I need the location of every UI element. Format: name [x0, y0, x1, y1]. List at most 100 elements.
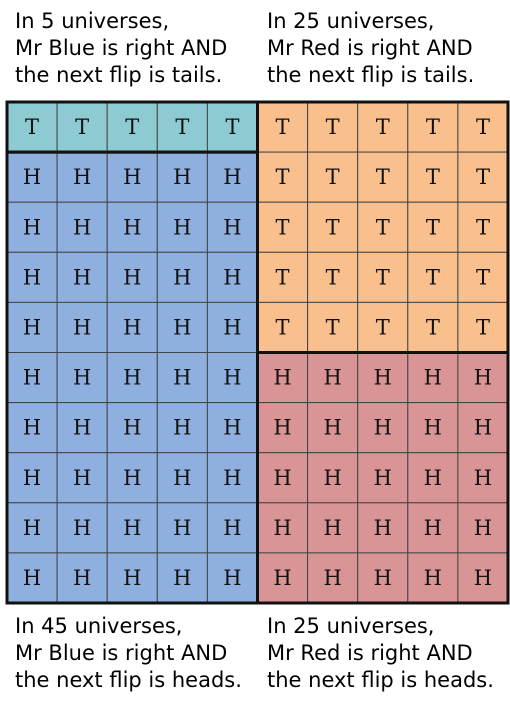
grid-cell	[106, 402, 158, 454]
grid-cell	[56, 251, 108, 303]
grid-cell	[6, 251, 58, 303]
grid-cell	[407, 402, 459, 454]
grid-cell-label: H	[73, 315, 91, 339]
grid-cell-label: T	[476, 265, 490, 289]
caption-line: the next flip is heads.	[267, 668, 494, 692]
grid-cell	[56, 552, 108, 604]
caption-bottom-right: In 25 universes, Mr Red is right AND the…	[267, 613, 510, 694]
grid-cell-label: H	[223, 516, 241, 540]
grid-cell-label: T	[276, 115, 290, 139]
grid-cell	[257, 251, 309, 303]
grid-cell-label: H	[173, 215, 191, 239]
grid-cell	[407, 301, 459, 353]
grid-cell-label: T	[376, 265, 390, 289]
grid-cell	[56, 452, 108, 504]
grid-cell-label: H	[474, 416, 492, 440]
grid-cell-label: T	[276, 215, 290, 239]
grid-cell-label: H	[173, 315, 191, 339]
grid-cell-label: T	[326, 215, 340, 239]
grid-cell	[357, 452, 409, 504]
grid-cell-label: H	[223, 466, 241, 490]
grid-cell-label: H	[223, 566, 241, 590]
caption-line: Mr Blue is right AND	[15, 36, 228, 60]
caption-top-right: In 25 universes, Mr Red is right AND the…	[267, 8, 510, 89]
grid-cell-label: H	[123, 466, 141, 490]
grid-cell-label: H	[273, 416, 291, 440]
red-heads-border	[256, 351, 510, 605]
caption-top-left: In 5 universes, Mr Blue is right AND the…	[15, 8, 265, 89]
grid-cell-label: T	[276, 315, 290, 339]
grid-cell	[357, 251, 409, 303]
grid-cell-label: T	[326, 115, 340, 139]
grid-cell	[307, 151, 359, 203]
grid-cell	[56, 201, 108, 253]
grid-cell-label: H	[73, 416, 91, 440]
grid-cell	[206, 251, 258, 303]
grid-cell-label: T	[326, 165, 340, 189]
grid-cell-label: T	[175, 115, 189, 139]
grid-cell-label: H	[23, 315, 41, 339]
grid-cell	[257, 301, 309, 353]
grid-cell	[407, 251, 459, 303]
grid-cell-label: H	[23, 566, 41, 590]
grid-cell	[257, 502, 309, 554]
region-borders	[5, 100, 510, 605]
grid-cell-label: T	[326, 265, 340, 289]
grid-cell-label: H	[23, 416, 41, 440]
grid-cell	[6, 301, 58, 353]
grid-cell	[156, 151, 208, 203]
grid-cell-label: H	[173, 466, 191, 490]
grid-cell	[206, 402, 258, 454]
grid-cell-label: T	[426, 115, 440, 139]
grid-cell-label: H	[173, 265, 191, 289]
grid-cell-label: H	[73, 466, 91, 490]
grid-cell	[307, 352, 359, 404]
grid-cell-label: H	[474, 516, 492, 540]
grid-cell-label: H	[123, 165, 141, 189]
grid-cell	[156, 301, 208, 353]
grid-cell-label: H	[424, 516, 442, 540]
grid-cell-label: H	[23, 215, 41, 239]
grid-cell-label: T	[376, 165, 390, 189]
grid-cell-label: H	[73, 366, 91, 390]
caption-line: Mr Red is right AND	[267, 36, 473, 60]
grid-cell-label: H	[73, 165, 91, 189]
grid-cell	[407, 502, 459, 554]
grid-cell	[56, 352, 108, 404]
grid-cell	[257, 151, 309, 203]
grid-cell-label: H	[23, 466, 41, 490]
grid-cell-label: H	[223, 366, 241, 390]
grid-cell	[457, 502, 509, 554]
grid-cell-label: H	[223, 315, 241, 339]
grid-cell-label: H	[223, 165, 241, 189]
grid-cell-label: H	[323, 566, 341, 590]
caption-line: the next flip is tails.	[267, 63, 475, 87]
grid-cell	[156, 552, 208, 604]
grid-cell	[407, 151, 459, 203]
grid-cell-label: T	[426, 165, 440, 189]
caption-line: In 5 universes,	[15, 9, 170, 33]
grid-cell-label: H	[474, 366, 492, 390]
grid-cell-label: H	[123, 215, 141, 239]
grid-cell-label: H	[173, 416, 191, 440]
grid-cell-label: H	[123, 265, 141, 289]
grid-cell-label: H	[123, 516, 141, 540]
caption-line: the next flip is tails.	[15, 63, 223, 87]
grid-cell	[156, 251, 208, 303]
grid-cell-label: H	[474, 566, 492, 590]
grid-cell	[257, 201, 309, 253]
grid-cell-label: T	[426, 215, 440, 239]
grid-cell	[56, 402, 108, 454]
grid-cell-label: H	[273, 366, 291, 390]
grid-cell-label: H	[273, 466, 291, 490]
grid-cell-label: H	[123, 315, 141, 339]
grid-cell-label: H	[73, 265, 91, 289]
grid-cell	[156, 352, 208, 404]
grid-cell	[357, 402, 409, 454]
grid-cell	[206, 301, 258, 353]
grid-cell-label: T	[426, 315, 440, 339]
grid-cell-label: T	[75, 115, 89, 139]
grid-cell-label: H	[374, 366, 392, 390]
grid-cell	[206, 352, 258, 404]
